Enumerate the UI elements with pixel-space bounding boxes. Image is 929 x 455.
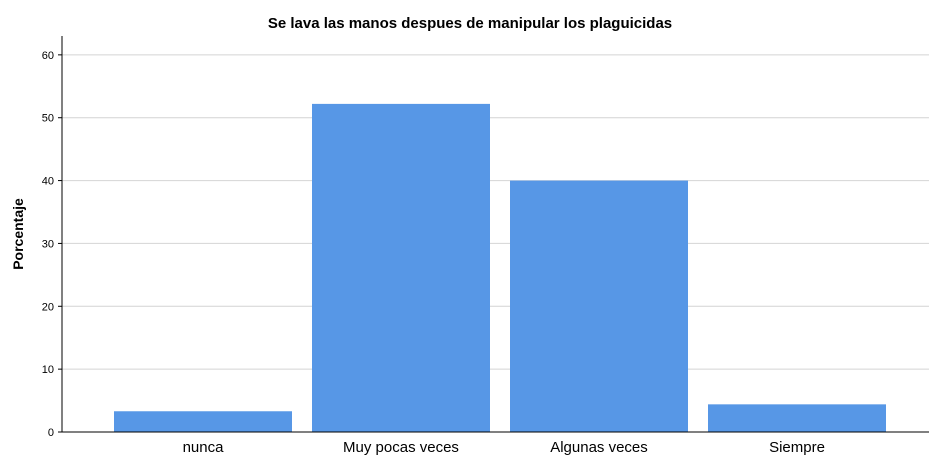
bar-2 — [510, 180, 688, 432]
axes — [58, 36, 929, 433]
x-tick-label-2: Algunas veces — [550, 439, 648, 455]
y-tick-labels: 0 10 20 30 40 50 60 — [42, 50, 54, 439]
bars — [114, 103, 886, 432]
y-tick-label-60: 60 — [42, 50, 54, 62]
y-tick-label-10: 10 — [42, 364, 54, 376]
x-tick-label-1: Muy pocas veces — [343, 439, 459, 455]
y-tick-label-30: 30 — [42, 238, 54, 250]
gridlines — [62, 54, 929, 370]
x-tick-labels: nunca Muy pocas veces Algunas veces Siempre — [183, 439, 825, 455]
y-axis-label: Porcentaje — [10, 198, 26, 270]
bar-1 — [312, 103, 490, 432]
x-tick-label-0: nunca — [183, 439, 225, 455]
x-tick-label-3: Siempre — [769, 439, 825, 455]
y-tick-label-50: 50 — [42, 113, 54, 125]
y-tick-label-40: 40 — [42, 176, 54, 188]
bar-0 — [114, 411, 292, 432]
chart-title: Se lava las manos despues de manipular l… — [268, 15, 672, 32]
y-tick-label-0: 0 — [48, 427, 54, 439]
bar-3 — [708, 404, 886, 432]
y-tick-label-20: 20 — [42, 301, 54, 313]
